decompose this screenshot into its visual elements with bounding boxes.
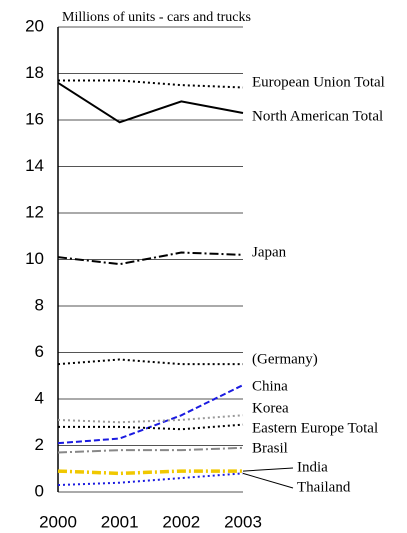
x-tick-label: 2001 — [101, 512, 139, 531]
y-tick-label: 2 — [35, 435, 44, 454]
y-tick-label: 10 — [25, 249, 44, 268]
series-label: India — [297, 459, 328, 475]
series-label: Thailand — [297, 479, 351, 495]
x-tick-label: 2002 — [162, 512, 200, 531]
y-tick-label: 8 — [35, 295, 44, 314]
y-tick-label: 4 — [35, 388, 44, 407]
y-tick-label: 6 — [35, 342, 44, 361]
series-line — [57, 81, 244, 124]
x-tick-label: 2000 — [39, 512, 77, 531]
series-label: Japan — [252, 244, 287, 260]
y-tick-label: 16 — [25, 109, 44, 128]
y-tick-label: 18 — [25, 63, 44, 82]
series-label: North American Total — [252, 108, 383, 124]
series-line — [57, 414, 244, 424]
y-tick-label: 12 — [25, 202, 44, 221]
series-label: China — [252, 378, 288, 394]
series-label: Korea — [252, 400, 289, 416]
y-tick-label: 14 — [25, 156, 44, 175]
series-label: European Union Total — [252, 74, 385, 90]
series-line — [57, 251, 244, 266]
y-tick-label: 20 — [25, 16, 44, 35]
series-line — [57, 446, 244, 454]
x-tick-label: 2003 — [224, 512, 262, 531]
leader-line — [242, 472, 294, 489]
series-line — [57, 472, 244, 487]
series-line — [57, 358, 243, 366]
series-label: Eastern Europe Total — [252, 420, 378, 436]
leader-line — [242, 467, 294, 472]
series-line — [58, 79, 244, 89]
series-line — [57, 469, 243, 476]
y-axis-label: Millions of units - cars and trucks — [62, 10, 251, 25]
y-tick-label: 0 — [35, 481, 44, 500]
series-line — [57, 384, 244, 445]
series-label: (Germany) — [252, 351, 318, 367]
series-line — [58, 423, 244, 431]
series-label: Brasil — [252, 440, 288, 456]
